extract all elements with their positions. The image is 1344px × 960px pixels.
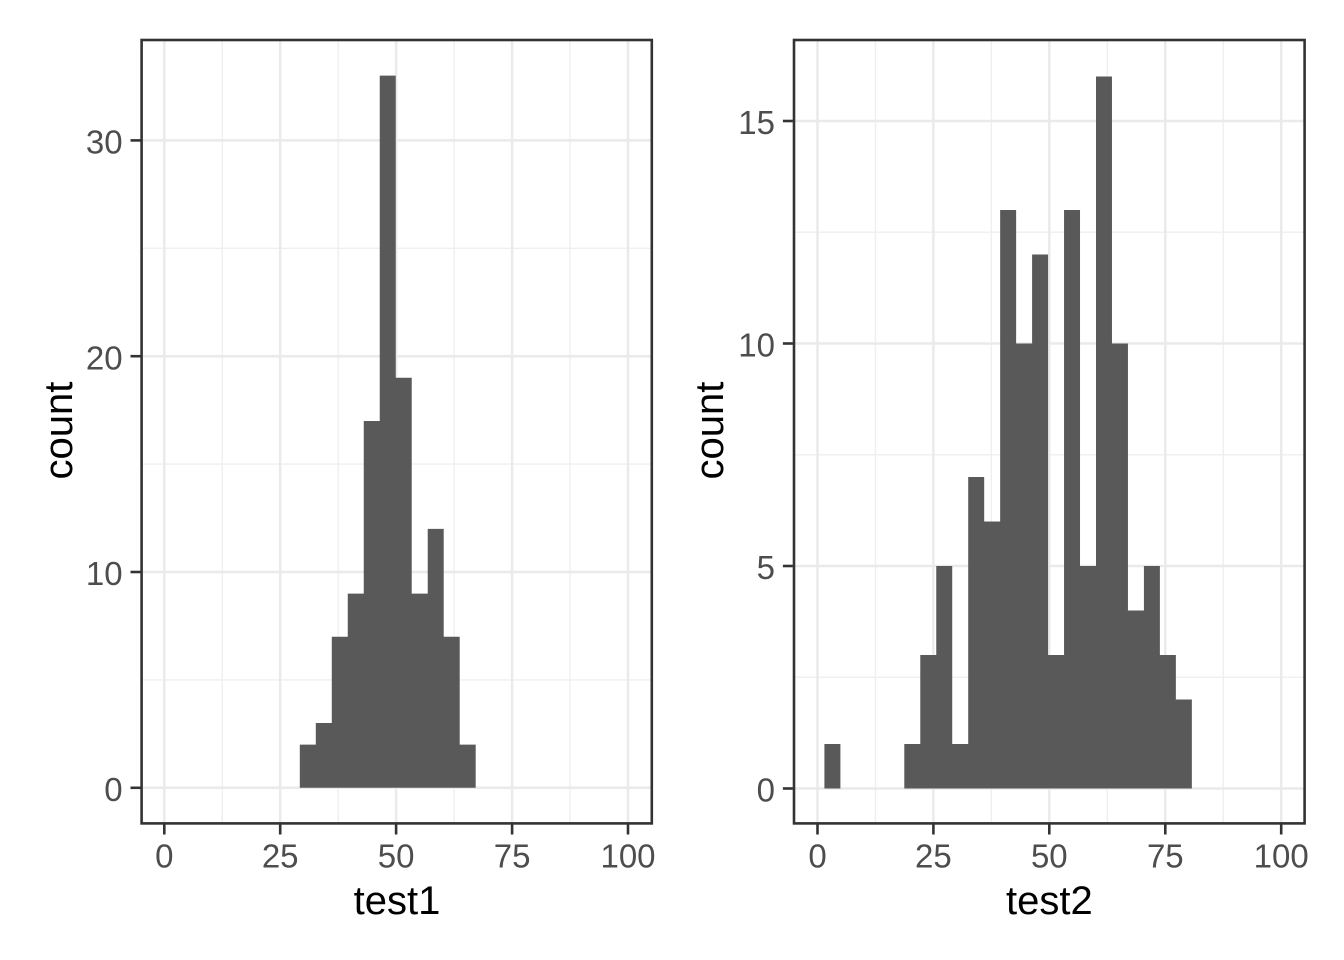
svg-text:25: 25 [915, 838, 952, 875]
svg-text:100: 100 [600, 838, 655, 875]
svg-text:0: 0 [155, 838, 173, 875]
svg-text:test2: test2 [1006, 879, 1093, 923]
svg-text:30: 30 [86, 124, 123, 161]
svg-text:20: 20 [86, 339, 123, 376]
svg-text:10: 10 [86, 555, 123, 592]
svg-text:25: 25 [262, 838, 299, 875]
svg-text:0: 0 [757, 772, 775, 809]
svg-text:10: 10 [738, 327, 775, 364]
svg-text:5: 5 [757, 549, 775, 586]
svg-text:15: 15 [738, 104, 775, 141]
svg-text:100: 100 [1254, 838, 1309, 875]
svg-text:count: count [37, 382, 81, 480]
svg-text:count: count [688, 382, 732, 480]
svg-text:0: 0 [104, 771, 122, 808]
svg-text:test1: test1 [354, 879, 441, 923]
svg-text:75: 75 [1147, 838, 1184, 875]
svg-text:75: 75 [494, 838, 531, 875]
svg-text:50: 50 [378, 838, 415, 875]
svg-text:0: 0 [808, 838, 826, 875]
svg-text:50: 50 [1031, 838, 1068, 875]
